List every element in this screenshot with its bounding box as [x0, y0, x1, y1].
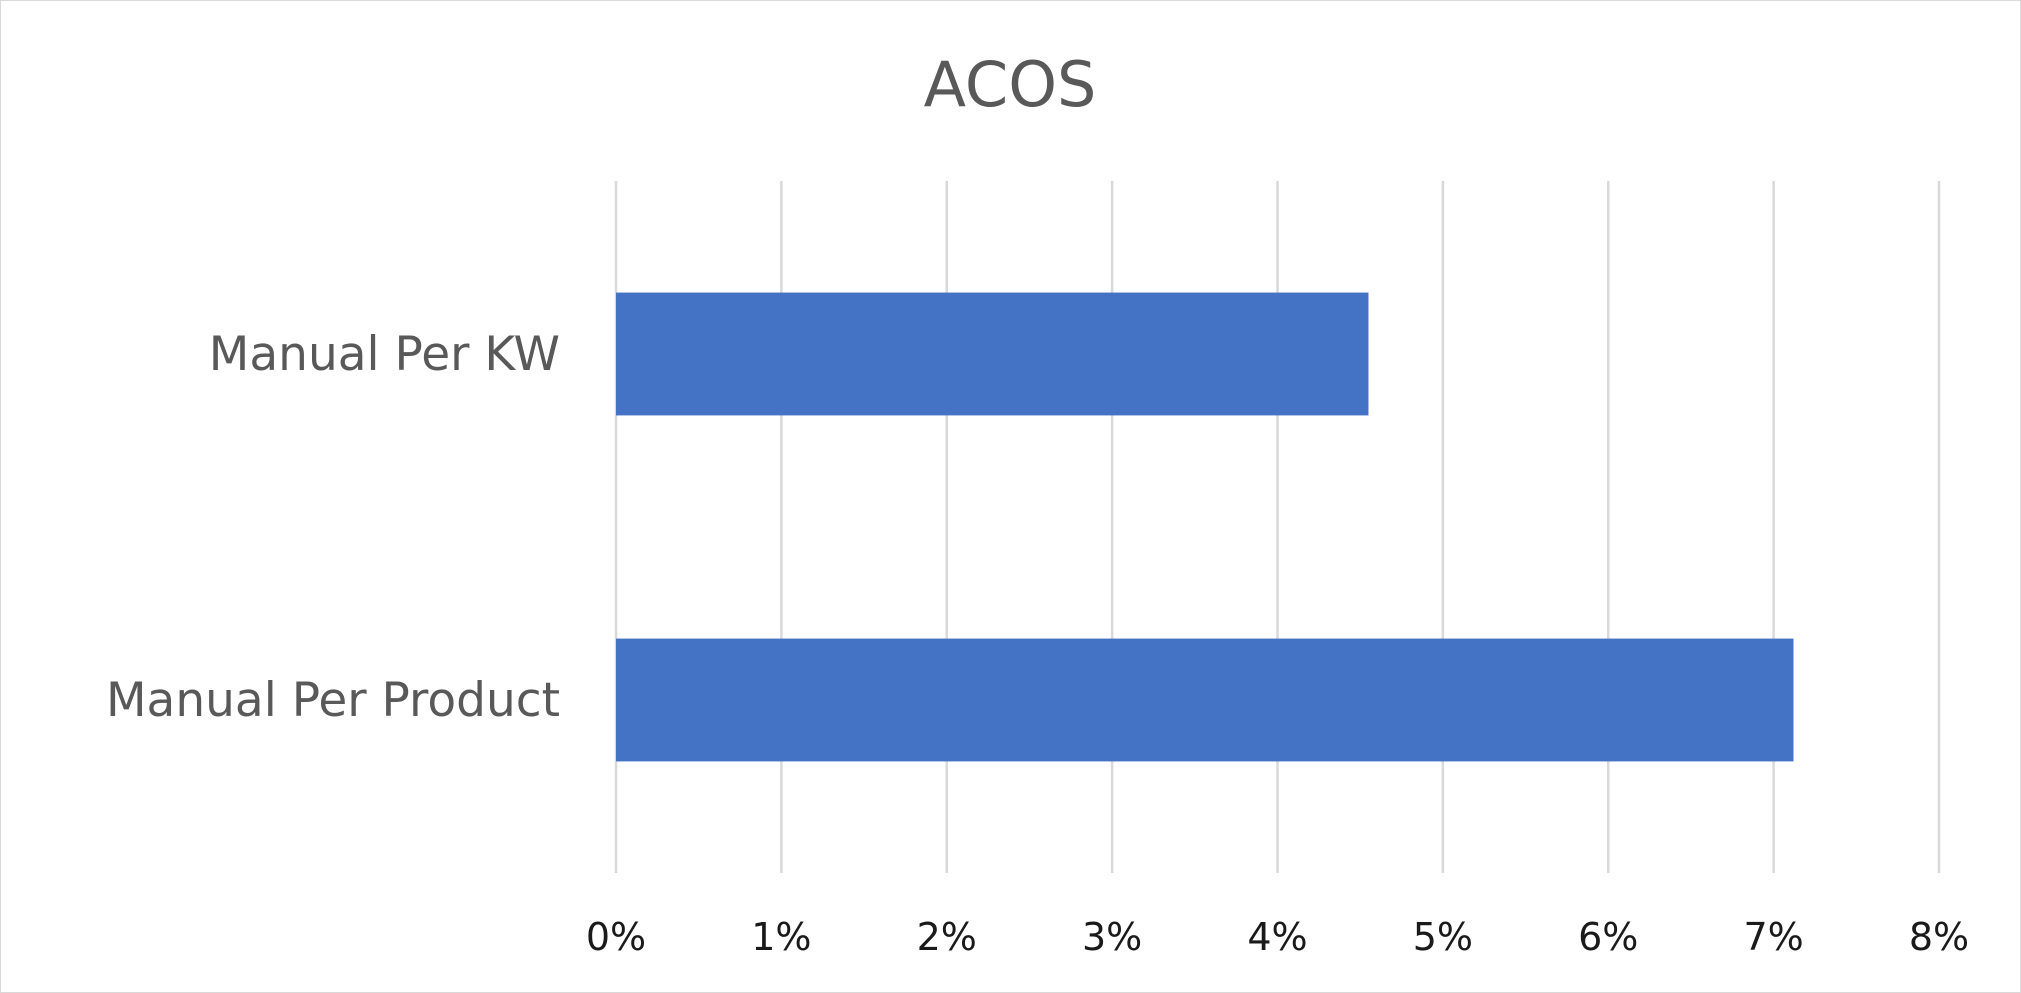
x-tick-label: 3%: [1082, 915, 1142, 959]
gridlines: [614, 181, 1941, 873]
x-tick-label: 5%: [1413, 915, 1473, 959]
x-tick-label: 8%: [1909, 915, 1969, 959]
x-tick-label: 0%: [586, 915, 646, 959]
category-label: Manual Per Product: [106, 673, 560, 728]
x-tick-label: 6%: [1578, 915, 1638, 959]
x-tick-label: 1%: [751, 915, 811, 959]
x-tick-label: 2%: [917, 915, 977, 959]
x-tick-label: 4%: [1247, 915, 1307, 959]
x-tick-labels: 0% 1% 2% 3% 4% 5% 6% 7% 8%: [586, 915, 1969, 959]
category-label: Manual Per KW: [209, 327, 560, 382]
bar: [616, 292, 1369, 416]
category-labels: Manual Per KW Manual Per Product: [106, 327, 560, 728]
bar: [616, 638, 1794, 762]
x-tick-label: 7%: [1743, 915, 1803, 959]
bars: [616, 292, 1794, 762]
chart-title: ACOS: [924, 48, 1097, 121]
